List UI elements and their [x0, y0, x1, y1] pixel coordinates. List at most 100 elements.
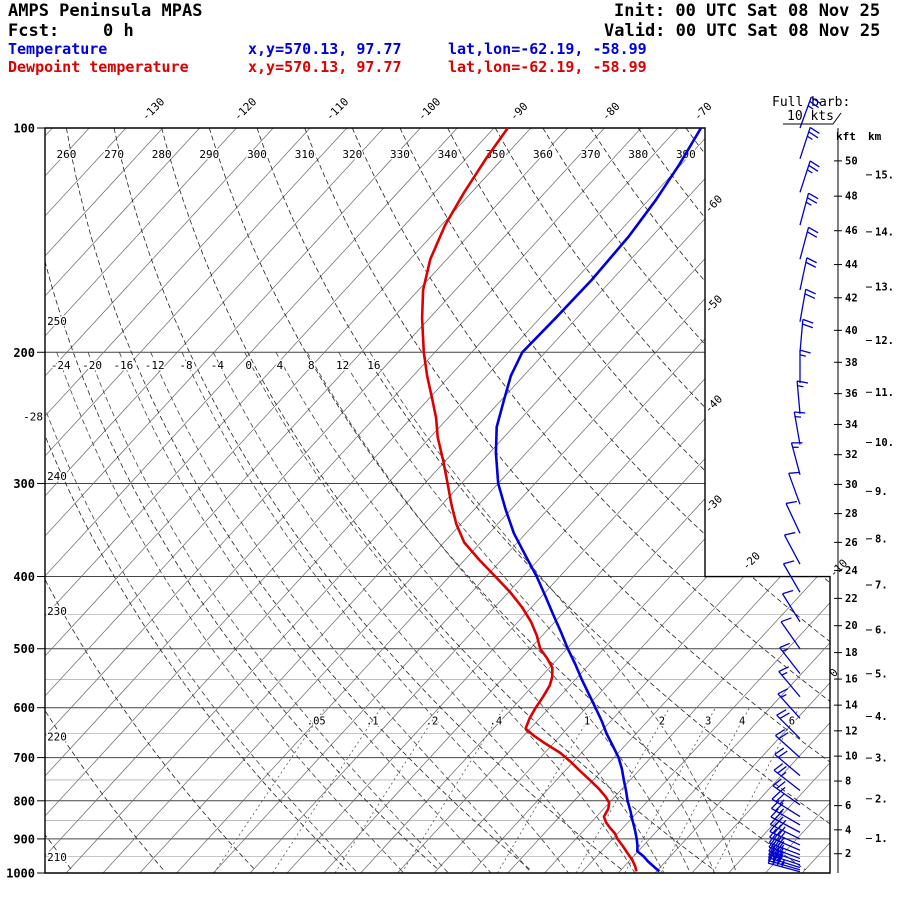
dry-adiabat-line	[66, 128, 531, 871]
wind-barb-full	[773, 824, 782, 834]
dry-adiabat-line	[447, 128, 830, 871]
wind-barb-full	[809, 100, 820, 109]
km-label: 4.	[875, 711, 888, 723]
kft-label: 4	[845, 824, 851, 836]
moist-adiabat-line	[275, 352, 665, 873]
wind-barb-half	[781, 671, 788, 676]
kft-label: 12	[845, 725, 858, 737]
theta-top-label: 340	[438, 148, 458, 161]
wind-barb-staff	[799, 96, 812, 129]
wind-barb-staff	[799, 227, 810, 260]
wind-barb-staff	[796, 381, 801, 414]
theta-top-label: 330	[390, 148, 410, 161]
wind-barb-half	[799, 354, 806, 357]
isotherm-line	[45, 128, 274, 873]
kft-label: 26	[845, 537, 858, 549]
wind-barb-staff	[779, 647, 801, 675]
kft-label: 38	[845, 357, 858, 369]
theta-top-label: 280	[152, 148, 172, 161]
wind-barb-full	[809, 126, 820, 134]
wind-barb-full	[767, 850, 775, 861]
isotherm-right-label: 0	[827, 666, 841, 680]
isotherm-line	[45, 128, 164, 873]
mixing-ratio-label: 2	[659, 715, 665, 727]
wind-barb-staff	[799, 193, 810, 226]
pressure-label: 200	[13, 346, 35, 360]
isotherm-line	[654, 128, 830, 873]
wind-barb-full	[767, 853, 775, 864]
moist-adiabat-label: 16	[367, 359, 380, 372]
kft-label: 18	[845, 647, 858, 659]
legend-dewpoint-label: Dewpoint temperature	[8, 58, 189, 76]
wind-barb-staff	[770, 823, 801, 840]
wind-barb-full	[808, 226, 819, 234]
wind-barbs	[767, 96, 821, 873]
wind-barb-half	[782, 648, 789, 652]
isotherm-line	[45, 128, 532, 873]
legend-dewpoint-latlon: lat,lon=-62.19, -58.99	[448, 58, 647, 76]
isotherm-top-label: -70	[691, 100, 714, 123]
mixing-ratio-label: .4	[490, 715, 503, 727]
wind-barb-full	[767, 848, 775, 859]
theta-top-label: 270	[104, 148, 124, 161]
wind-barb-full	[805, 261, 816, 268]
wind-barb-full	[776, 855, 784, 866]
wind-barb-full	[779, 712, 790, 720]
isotherm-right-label: -20	[740, 549, 763, 572]
mixing-ratio-label: 3	[705, 715, 711, 727]
model-title: AMPS Peninsula MPAS	[8, 1, 203, 21]
wind-barb-staff	[770, 816, 801, 833]
wind-barb-staff	[799, 257, 808, 291]
kft-label: 34	[845, 419, 858, 431]
moist-adiabat-line	[306, 352, 691, 873]
legend-dewpoint-xy: x,y=570.13, 97.77	[248, 58, 402, 76]
wind-barb-staff	[768, 850, 801, 863]
pressure-label: 700	[13, 751, 35, 765]
wind-barb-half	[781, 858, 786, 865]
moist-adiabat-line	[212, 352, 604, 873]
isotherm-top-label: -130	[139, 95, 167, 123]
wind-barb-full	[769, 822, 778, 832]
mixing-ratio-label: 6	[789, 715, 795, 727]
wind-barb-full	[768, 841, 776, 852]
wind-barb-staff	[778, 671, 801, 698]
dry-adiabat-line	[208, 128, 806, 871]
wind-barb-full	[775, 793, 785, 803]
pressure-label: 100	[13, 122, 35, 136]
wind-barb-full	[776, 853, 784, 864]
isotherm-line	[45, 128, 495, 873]
wind-barb-full	[805, 288, 816, 295]
wind-barb-full	[772, 843, 780, 853]
wind-barb-staff	[783, 534, 801, 565]
mixing-ratio-line	[334, 707, 441, 873]
wind-barb-full	[782, 589, 794, 595]
wind-barb-half	[807, 105, 814, 110]
kft-label: 6	[845, 800, 851, 812]
wind-barb-staff	[776, 714, 801, 740]
pressure-label: 600	[13, 701, 35, 715]
km-label: 15.	[875, 169, 894, 181]
theta-left-label: 230	[47, 605, 67, 618]
theta-left-label: 220	[47, 731, 67, 744]
isotherm-line	[45, 128, 679, 873]
kft-label: 42	[845, 292, 858, 304]
wind-barb-full	[807, 231, 818, 238]
wind-barb-full	[777, 750, 788, 758]
isotherm-line	[45, 128, 384, 873]
isotherm-line	[45, 128, 237, 873]
isotherm-line	[691, 128, 830, 873]
isotherm-line	[65, 128, 752, 873]
kft-label: 40	[845, 325, 858, 337]
kft-label: 2	[845, 848, 851, 860]
wind-barb-full	[808, 131, 819, 139]
wind-barb-staff	[790, 442, 801, 475]
dry-adiabat-line	[351, 128, 830, 871]
km-label: 14.	[875, 226, 894, 238]
km-label: 1.	[875, 833, 888, 845]
wind-barb-staff	[799, 127, 811, 160]
dry-adiabat-line	[45, 128, 164, 871]
wind-barb-staff	[799, 160, 811, 193]
kft-label: 10	[845, 751, 858, 763]
temperature-curve	[494, 128, 703, 873]
